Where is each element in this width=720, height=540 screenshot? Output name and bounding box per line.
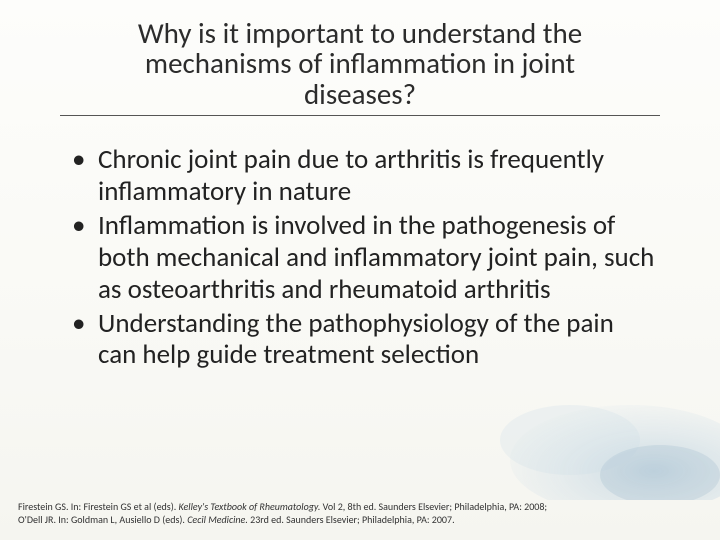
citation-footer: Firestein GS. In: Firestein GS et al (ed… xyxy=(18,501,702,526)
citation-line-2: O'Dell JR. In: Goldman L, Ausiello D (ed… xyxy=(18,514,702,527)
slide: Why is it important to understand the me… xyxy=(0,0,720,540)
bullet-item: Inflammation is involved in the pathogen… xyxy=(68,210,656,306)
bullet-list: Chronic joint pain due to arthritis is f… xyxy=(40,144,680,371)
citation-text: 23rd ed. Saunders Elsevier; Philadelphia… xyxy=(248,513,455,526)
citation-text: Firestein GS. In: Firestein GS et al (ed… xyxy=(18,500,179,513)
slide-title: Why is it important to understand the me… xyxy=(60,18,660,116)
citation-text: O'Dell JR. In: Goldman L, Ausiello D (ed… xyxy=(18,513,187,526)
bullet-item: Understanding the pathophysiology of the… xyxy=(68,308,656,372)
decorative-watercolor xyxy=(460,390,720,500)
citation-italic: Cecil Medicine. xyxy=(187,513,248,526)
bullet-item: Chronic joint pain due to arthritis is f… xyxy=(68,144,656,208)
citation-italic: Kelley's Textbook of Rheumatology. xyxy=(179,500,321,513)
citation-text: Vol 2, 8th ed. Saunders Elsevier; Philad… xyxy=(320,500,547,513)
